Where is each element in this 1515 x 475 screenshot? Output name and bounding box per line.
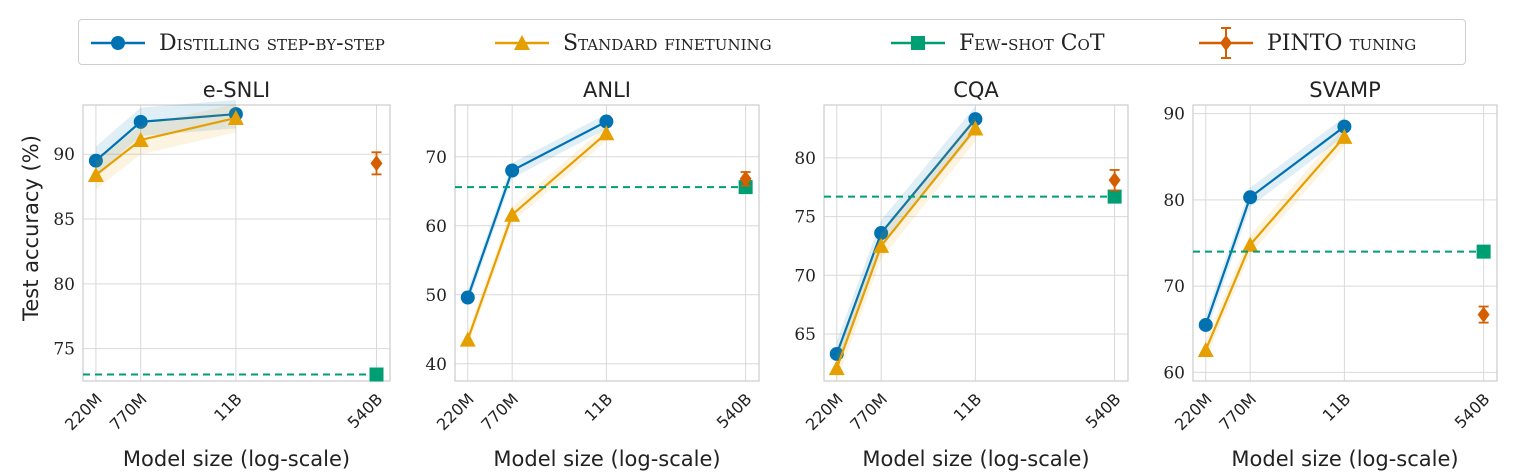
confidence-band (1205, 117, 1345, 335)
data-point (968, 112, 983, 127)
confidence-band (836, 115, 976, 381)
data-point (873, 237, 890, 253)
panel-title: SVAMP (1309, 78, 1381, 102)
data-point (1108, 172, 1121, 189)
y-tick-label: 65 (794, 325, 816, 345)
data-point (1337, 119, 1352, 134)
panel-title: CQA (953, 78, 999, 102)
y-tick-label: 80 (1163, 191, 1185, 211)
x-tick-label: 770M (106, 389, 151, 434)
data-point (504, 206, 521, 222)
data-point (369, 367, 384, 382)
legend-label: Standard finetuning (563, 30, 772, 56)
legend-item-distilling: Distilling step-by-step (89, 20, 385, 66)
y-axis-label: Test accuracy (%) (19, 135, 43, 322)
y-tick-label: 70 (1163, 277, 1185, 297)
data-point (1477, 306, 1490, 323)
y-tick-label: 75 (53, 340, 75, 360)
data-point (459, 331, 476, 347)
x-tick-label: 11B (950, 389, 986, 425)
legend-label: PINTO tuning (1267, 30, 1417, 56)
legend-label: Few-shot CoT (959, 30, 1105, 56)
y-tick-label: 60 (1163, 363, 1185, 383)
legend-marker-triangle (495, 35, 549, 50)
data-point (1476, 244, 1491, 259)
x-tick-label: 11B (1319, 389, 1355, 425)
data-point (1198, 317, 1213, 332)
data-point (739, 170, 752, 187)
x-tick-label: 770M (1215, 389, 1260, 434)
legend-marker-diamond (1199, 27, 1253, 59)
y-tick-label: 70 (794, 266, 816, 286)
confidence-band (1205, 127, 1345, 360)
data-point (738, 180, 753, 195)
panel-title: ANLI (583, 78, 631, 102)
x-axis-label: Model size (log-scale) (862, 447, 1089, 471)
y-tick-label: 40 (425, 355, 447, 375)
x-axis-label: Model size (log-scale) (493, 447, 720, 471)
data-point (1243, 190, 1258, 205)
x-tick-label: 540B (1082, 389, 1125, 432)
data-point (874, 226, 889, 241)
data-point (87, 166, 104, 182)
x-tick-label: 220M (433, 389, 478, 434)
data-point (370, 155, 383, 172)
legend-item-fewshot: Few-shot CoT (889, 20, 1105, 66)
y-tick-label: 80 (53, 275, 75, 295)
x-tick-label: 220M (1171, 389, 1216, 434)
data-point (88, 153, 103, 168)
x-tick-label: 220M (61, 389, 106, 434)
data-point (133, 114, 148, 129)
x-tick-label: 540B (1451, 389, 1494, 432)
y-tick-label: 90 (53, 145, 75, 165)
y-tick-label: 75 (794, 208, 816, 228)
legend-item-standard: Standard finetuning (493, 20, 772, 66)
x-tick-label: 11B (210, 389, 246, 425)
x-tick-label: 770M (477, 389, 522, 434)
data-point (599, 114, 614, 129)
data-point (505, 163, 520, 178)
data-point (828, 360, 845, 376)
y-tick-label: 90 (1163, 105, 1185, 125)
x-axis-label: Model size (log-scale) (123, 447, 350, 471)
plot-frame (823, 104, 1129, 382)
confidence-band (467, 125, 607, 348)
data-point (598, 125, 615, 141)
data-point (460, 290, 475, 305)
plot-frame (1192, 104, 1498, 382)
x-tick-label: 540B (713, 389, 756, 432)
y-tick-label: 70 (425, 148, 447, 168)
x-tick-label: 11B (581, 389, 617, 425)
x-tick-label: 220M (802, 389, 847, 434)
data-point (967, 120, 984, 136)
data-point (227, 109, 244, 125)
plot-frame (82, 104, 391, 382)
y-tick-label: 60 (425, 217, 447, 237)
x-axis-label: Model size (log-scale) (1231, 447, 1458, 471)
x-tick-label: 770M (846, 389, 891, 434)
legend-item-pinto: PINTO tuning (1197, 20, 1416, 66)
confidence-band (467, 113, 607, 306)
panel-title: e-SNLI (203, 78, 270, 102)
x-tick-label: 540B (344, 389, 387, 432)
data-point (132, 131, 149, 147)
legend: Distilling step-by-step Standard finetun… (78, 19, 1466, 65)
confidence-band (95, 99, 236, 175)
y-tick-label: 80 (794, 149, 816, 169)
legend-marker-square (891, 36, 945, 50)
legend-marker-circle (91, 36, 145, 50)
data-point (1242, 236, 1259, 252)
legend-label: Distilling step-by-step (159, 30, 385, 56)
y-tick-label: 85 (53, 210, 75, 230)
data-point (1197, 341, 1214, 357)
plot-frame (454, 104, 760, 382)
data-point (1107, 189, 1122, 204)
data-point (1336, 128, 1353, 144)
y-tick-label: 50 (425, 286, 447, 306)
